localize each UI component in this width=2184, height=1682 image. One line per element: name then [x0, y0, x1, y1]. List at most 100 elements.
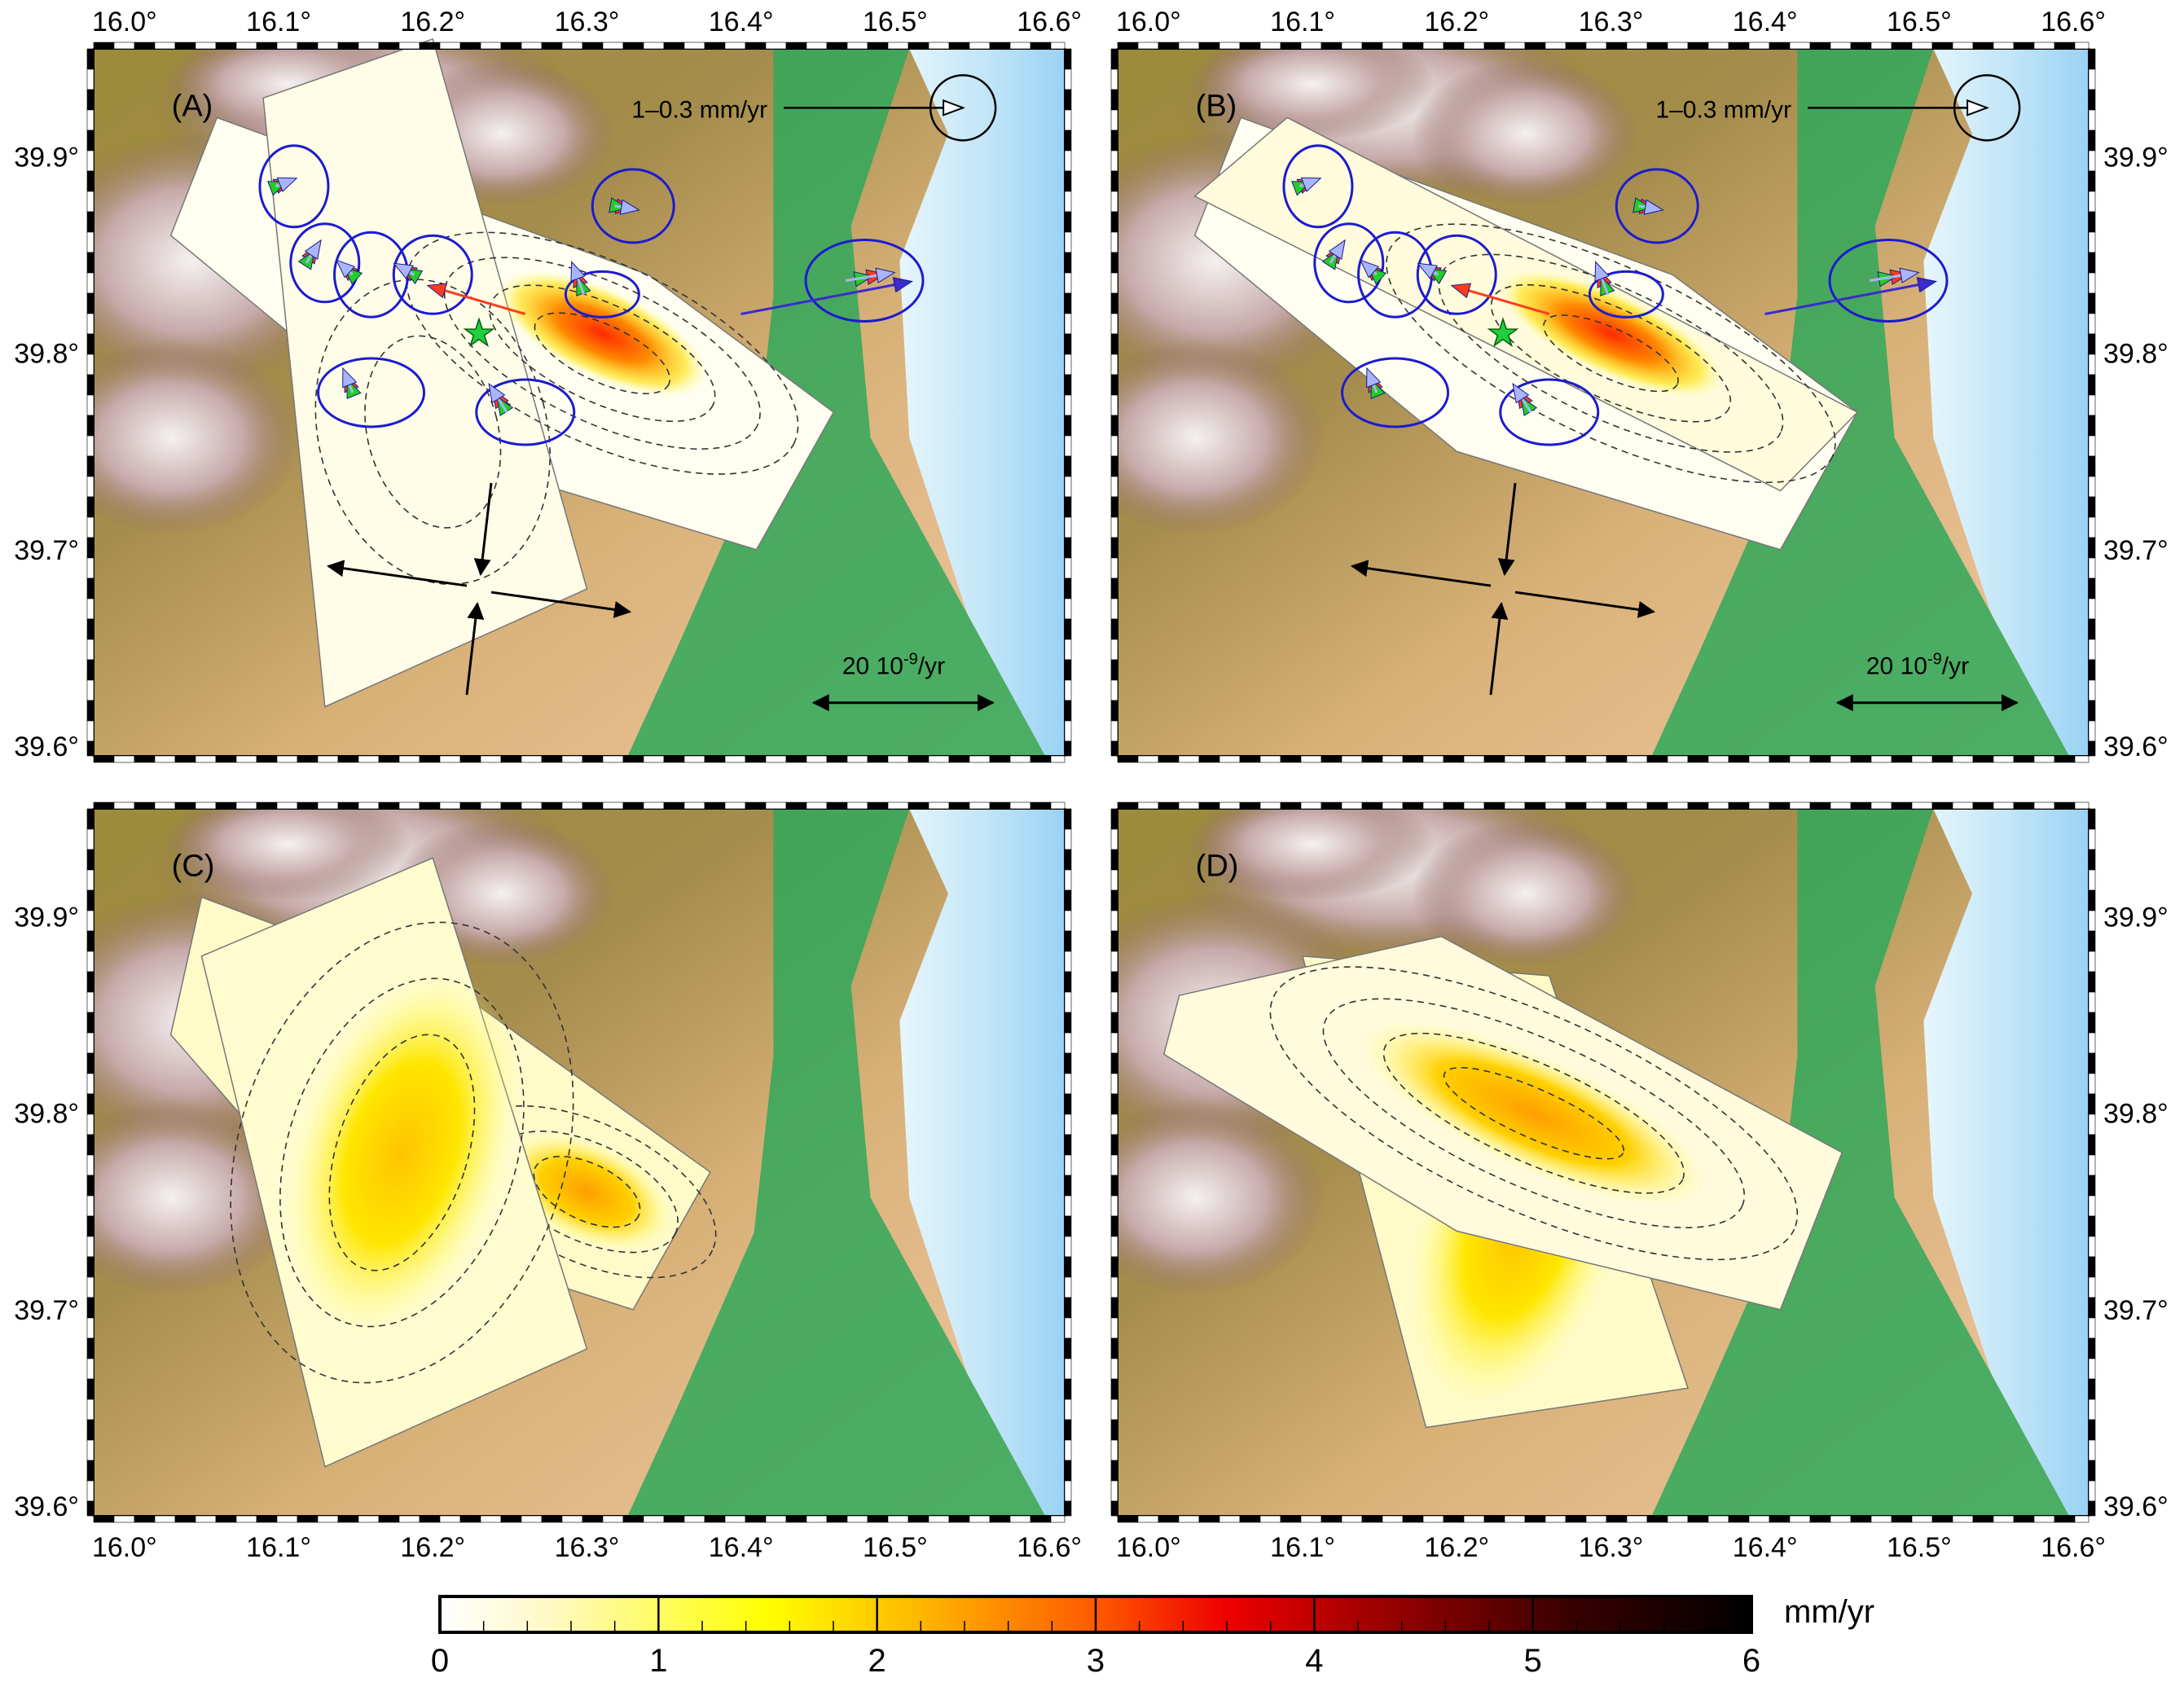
lon-tick-label: 16.3°	[1579, 1532, 1644, 1563]
observed-vector	[1299, 177, 1322, 192]
panel-A: 1–0.3 mm/yr 20 10-9/yr (A) 16.0° 16.1° 16.2° 1…	[14, 7, 1082, 763]
lat-tick-label: 39.9°	[14, 902, 79, 933]
contour-line	[1269, 966, 1799, 1261]
velocity-scale-label: 1–0.3 mm/yr	[631, 96, 767, 123]
colorbar: 0 1 2 3 4 5 6 mm/yr	[431, 1594, 1874, 1679]
strain-scale: 20 10-9/yr	[1835, 651, 2019, 712]
slip-maximum	[1360, 1021, 1707, 1206]
model-overlay	[1162, 935, 1843, 1429]
lat-tick-label: 39.7°	[2103, 1295, 2169, 1326]
observed-vector	[1512, 382, 1532, 413]
lon-tick-label: 16.3°	[555, 7, 620, 37]
error-ellipse	[1313, 222, 1385, 304]
slip-maximum	[285, 971, 519, 1334]
lat-tick-label: 39.6°	[14, 731, 79, 762]
lon-tick-label: 16.1°	[246, 1532, 311, 1563]
error-ellipse	[317, 357, 426, 428]
colorbar-tick-label: 5	[1524, 1643, 1542, 1679]
contour-line	[314, 279, 551, 586]
panel-label: (D)	[1196, 849, 1239, 883]
lon-tick-label: 16.5°	[863, 7, 928, 37]
observed-vector	[1870, 267, 1920, 283]
lon-tick-label: 16.0°	[1116, 7, 1181, 37]
coastal-lowland	[1651, 49, 2070, 756]
lat-tick-label: 39.7°	[14, 535, 79, 566]
error-ellipse	[258, 144, 330, 229]
contour-line	[364, 335, 502, 529]
gps-stations	[1282, 144, 1949, 446]
observed-vector	[342, 367, 358, 393]
strain-scale-base: 20 10	[1866, 653, 1927, 680]
strain-rate-cross	[326, 482, 632, 696]
colorbar-tick-label: 0	[431, 1643, 449, 1679]
lon-tick-label: 16.6°	[1017, 7, 1082, 37]
observed-vector	[1366, 367, 1382, 393]
panel-label: (A)	[172, 89, 213, 123]
contour-line	[279, 977, 525, 1328]
sea	[899, 809, 1065, 1516]
lat-tick-label: 39.8°	[14, 339, 79, 370]
lon-tick-label: 16.4°	[709, 1532, 774, 1563]
mountain-shade	[165, 809, 411, 902]
model-vector-red	[1450, 283, 1550, 315]
lon-tick-label: 16.2°	[1424, 1532, 1489, 1563]
lon-tick-label: 16.1°	[246, 7, 311, 37]
lon-tick-label: 16.5°	[1887, 7, 1952, 37]
observed-vector	[1417, 262, 1439, 279]
contour-line	[534, 312, 671, 395]
observed-vector-long	[740, 277, 913, 315]
model-vector-red	[426, 283, 526, 315]
lon-tick-label: 16.4°	[1733, 1532, 1798, 1563]
lon-tick-label: 16.2°	[400, 1532, 465, 1563]
lat-tick-label: 39.8°	[2103, 1099, 2169, 1130]
colorbar-unit: mm/yr	[1784, 1594, 1874, 1630]
contour-line	[533, 1155, 641, 1228]
panel-D: (D) 16.0° 16.1° 16.2° 16.3° 16.4° 16.5° 16.6° 39…	[1110, 801, 2169, 1563]
colorbar-tick-label: 6	[1742, 1643, 1760, 1679]
error-ellipse	[1341, 357, 1450, 428]
strain-scale-base: 20 10	[842, 653, 903, 680]
error-ellipse	[475, 378, 576, 446]
contour-line	[230, 921, 574, 1384]
strain-scale-label: 20 10-9/yr	[842, 651, 945, 680]
lat-tick-label: 39.9°	[14, 143, 79, 173]
sea	[1923, 809, 2089, 1516]
observed-vector	[1328, 239, 1346, 264]
map-frame	[1110, 42, 2096, 763]
mountain-shade	[1189, 809, 1435, 902]
coastal-lowland	[627, 809, 1046, 1516]
lat-tick-label: 39.8°	[14, 1099, 79, 1130]
error-ellipse	[1828, 239, 1949, 323]
lon-tick-label: 16.4°	[709, 7, 774, 37]
map-frame	[86, 801, 1072, 1523]
observed-vector	[570, 261, 586, 295]
model-overlay	[169, 857, 717, 1468]
velocity-scale-ellipse	[1953, 74, 2021, 142]
lon-tick-label: 16.2°	[400, 7, 465, 37]
lon-tick-label: 16.3°	[1579, 7, 1644, 37]
lon-tick-label: 16.5°	[1887, 1532, 1952, 1563]
observed-vector	[1594, 261, 1610, 295]
error-ellipse	[1282, 144, 1354, 229]
error-ellipse	[1615, 168, 1699, 244]
lat-tick-label: 39.7°	[2103, 535, 2169, 566]
contour-line	[1438, 253, 1784, 453]
panel-B: 1–0.3 mm/yr 20 10-9/yr (B) 16.0° 16.1° 16.2° 1…	[1110, 7, 2169, 763]
lon-tick-label: 16.2°	[1424, 7, 1489, 37]
error-ellipse	[591, 168, 675, 244]
error-ellipse	[804, 239, 925, 323]
error-ellipse	[392, 234, 473, 315]
contour-line	[1443, 1066, 1624, 1160]
sea	[1923, 49, 2089, 756]
colorbar-tick-label: 1	[649, 1643, 667, 1679]
observed-vector	[335, 259, 356, 279]
lat-tick-label: 39.9°	[2103, 143, 2169, 173]
error-ellipse	[564, 270, 640, 318]
lon-tick-label: 16.5°	[863, 1532, 928, 1563]
observed-vector	[304, 239, 322, 264]
contour-line	[489, 284, 716, 423]
colorbar-tick-label: 3	[1087, 1643, 1105, 1679]
lon-tick-label: 16.4°	[1733, 7, 1798, 37]
observed-vector	[393, 262, 415, 279]
